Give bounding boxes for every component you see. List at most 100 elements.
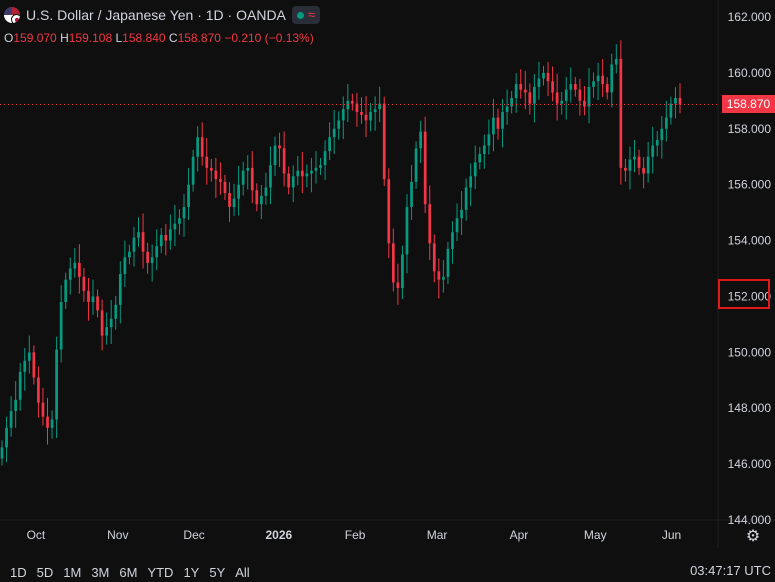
candle-body — [519, 84, 523, 90]
candle-body — [237, 184, 240, 199]
candle-body — [118, 274, 122, 305]
time-tick-label: Jun — [662, 528, 681, 542]
candle-body — [109, 318, 113, 328]
gear-icon[interactable]: ⚙ — [745, 528, 761, 545]
candle-body — [291, 176, 295, 188]
range-5d-button[interactable]: 5D — [36, 564, 54, 580]
candle-body — [533, 86, 536, 104]
close-value: 158.870 — [177, 31, 221, 45]
last-price-tag: 158.870 — [722, 95, 775, 113]
close-label: C — [168, 31, 178, 45]
symbol-title[interactable]: U.S. Dollar / Japanese Yen · 1D · OANDA — [26, 7, 286, 23]
candle-body — [378, 103, 382, 110]
candle-body — [27, 352, 31, 361]
range-3m-button[interactable]: 3M — [91, 564, 110, 580]
candle-body — [46, 416, 49, 428]
candle-body — [646, 156, 650, 174]
candle-body — [182, 207, 186, 219]
candle-body — [482, 145, 486, 154]
candle-body — [228, 193, 231, 208]
candle-body — [405, 207, 409, 255]
symbol-header[interactable]: U.S. Dollar / Japanese Yen · 1D · OANDA … — [4, 6, 321, 24]
candle-body — [624, 167, 627, 171]
candle-body — [460, 209, 463, 219]
candle-body — [73, 262, 77, 269]
candle-body — [100, 310, 104, 336]
candle-body — [18, 371, 22, 400]
candle-body — [282, 148, 286, 174]
time-axis-labels: Oct Nov Dec 2026 Feb Mar Apr May Jun — [27, 528, 682, 542]
candle-body — [187, 184, 190, 208]
candle-body — [23, 360, 27, 372]
candle-body — [505, 106, 509, 113]
candle-body — [137, 232, 140, 238]
range-6m-button[interactable]: 6M — [119, 564, 138, 580]
candle-body — [610, 64, 614, 93]
range-1y-button[interactable]: 1Y — [183, 564, 200, 580]
candle-body — [91, 296, 95, 303]
range-5y-button[interactable]: 5Y — [209, 564, 226, 580]
candle-body — [128, 251, 131, 258]
candle-body — [592, 81, 595, 87]
candle-body — [314, 167, 318, 171]
candle-body — [341, 109, 345, 121]
candle-body — [105, 327, 109, 336]
candle-body — [542, 72, 545, 79]
time-tick-label: Apr — [510, 528, 529, 542]
candle-body — [564, 89, 568, 101]
candle-body — [319, 165, 322, 168]
candles-group — [0, 40, 682, 466]
candle-body — [637, 156, 641, 168]
candle-body — [442, 276, 445, 280]
range-1m-button[interactable]: 1M — [63, 564, 82, 580]
price-tick-label: 156.000 — [728, 178, 772, 192]
open-label: O — [4, 31, 14, 45]
candle-body — [155, 246, 159, 258]
candle-body — [87, 290, 90, 303]
candle-body — [478, 153, 482, 163]
candle-body — [396, 282, 400, 289]
price-tick-label: 160.000 — [728, 66, 772, 80]
candle-body — [50, 419, 54, 428]
candle-body — [96, 296, 99, 311]
candle-body — [510, 98, 514, 107]
candle-body — [77, 262, 81, 277]
candle-body — [432, 243, 436, 272]
candle-body — [278, 145, 281, 149]
high-value: 159.108 — [68, 31, 113, 45]
candle-body — [159, 234, 163, 247]
candle-body — [323, 151, 327, 166]
wave-icon: ≈ — [307, 7, 316, 22]
candle-body — [387, 179, 391, 244]
candle-body — [583, 100, 586, 107]
price-tick-label: 144.000 — [728, 513, 772, 527]
candle-body — [651, 145, 655, 157]
candle-body — [446, 248, 450, 277]
candle-body — [674, 98, 677, 104]
candle-body — [501, 112, 504, 129]
candle-body — [642, 167, 645, 174]
candle-body — [32, 352, 36, 378]
candle-body — [296, 170, 300, 177]
candle-body — [346, 100, 350, 110]
candle-body — [337, 120, 341, 129]
candle-body — [41, 402, 45, 417]
candle-body — [196, 137, 200, 157]
range-all-button[interactable]: All — [235, 564, 250, 580]
utc-clock[interactable]: 03:47:17 UTC — [690, 563, 771, 578]
candle-body — [364, 114, 368, 121]
price-tick-label: 158.000 — [728, 122, 772, 136]
time-tick-label: Mar — [427, 528, 448, 542]
candle-body — [373, 109, 377, 113]
candle-body — [332, 128, 336, 138]
range-1d-button[interactable]: 1D — [10, 564, 27, 580]
candle-body — [660, 128, 664, 140]
candle-body — [369, 112, 372, 121]
status-pill[interactable]: ≈ — [291, 6, 321, 24]
candle-body — [423, 131, 427, 205]
candle-body — [141, 232, 145, 252]
time-tick-label: May — [584, 528, 607, 542]
range-ytd-button[interactable]: YTD — [147, 564, 174, 580]
candle-body — [528, 92, 532, 104]
